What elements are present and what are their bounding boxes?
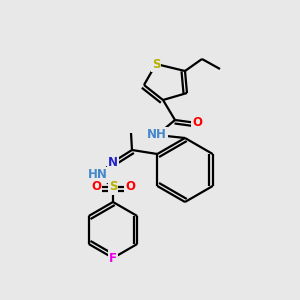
Text: HN: HN [88, 169, 108, 182]
Text: S: S [152, 58, 160, 70]
Text: O: O [125, 181, 135, 194]
Text: NH: NH [147, 128, 167, 142]
Text: F: F [109, 251, 117, 265]
Text: N: N [108, 155, 118, 169]
Text: O: O [91, 181, 101, 194]
Text: O: O [192, 116, 202, 130]
Text: S: S [109, 181, 117, 194]
